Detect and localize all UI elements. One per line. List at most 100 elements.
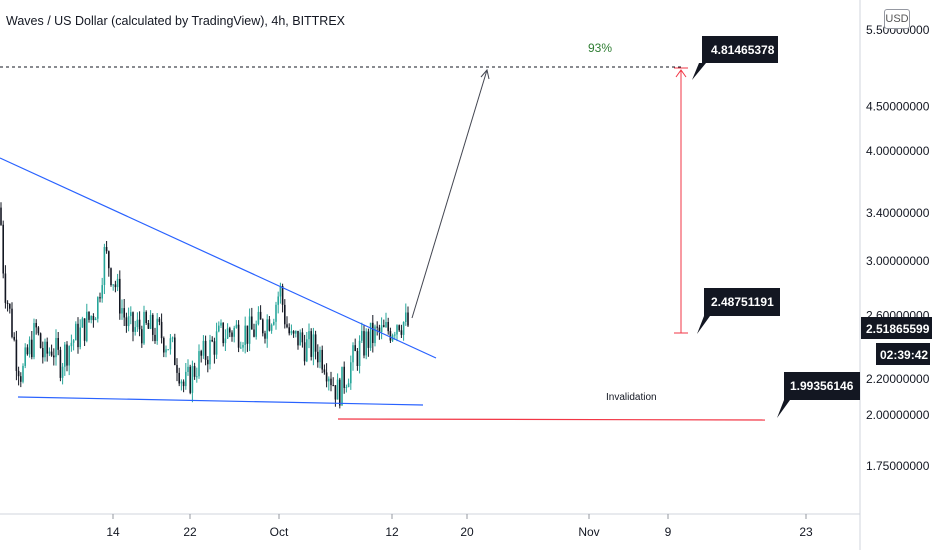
- candle-body: [354, 345, 356, 351]
- candle-body: [347, 383, 350, 387]
- candle-body: [251, 316, 253, 330]
- countdown-value: 02:39:42: [880, 348, 928, 362]
- x-tick-label: 9: [665, 525, 672, 539]
- candle-body: [281, 286, 284, 305]
- candle-body: [231, 332, 233, 337]
- candle-body: [237, 324, 240, 348]
- candle-body: [369, 322, 372, 348]
- candle-body: [145, 311, 147, 323]
- candle-body: [277, 296, 279, 305]
- candle-body: [220, 322, 222, 326]
- last-price-value: 2.51865599: [866, 322, 930, 336]
- candle-body: [112, 284, 114, 286]
- candle-body: [224, 338, 227, 344]
- candle-body: [149, 315, 152, 329]
- candle-body: [240, 347, 242, 349]
- target-callout[interactable]: 4.81465378: [692, 36, 778, 80]
- candle-body: [332, 385, 334, 387]
- candle-body: [273, 321, 275, 325]
- candle-body: [44, 341, 46, 358]
- candle-body: [31, 339, 33, 358]
- candle-body: [28, 339, 31, 355]
- projection-line: [411, 69, 488, 319]
- candle-body: [13, 336, 15, 340]
- candle-body: [361, 331, 363, 341]
- candle-body: [323, 369, 326, 373]
- candle-body: [92, 316, 95, 321]
- candle-body: [178, 372, 180, 384]
- candle-body: [187, 366, 189, 372]
- invalidation-callout-text: 1.99356146: [790, 379, 854, 393]
- candle-body: [116, 278, 119, 288]
- candle-body: [6, 302, 9, 304]
- candle-body: [132, 312, 134, 332]
- candle-body: [167, 349, 169, 351]
- y-tick-label: 2.00000000: [866, 408, 930, 422]
- y-tick-label: 3.40000000: [866, 206, 930, 220]
- candle-body: [138, 319, 141, 330]
- invalidation-line: [337, 418, 766, 421]
- candle-body: [83, 318, 86, 341]
- candle-body: [90, 316, 92, 320]
- candle-body: [114, 284, 117, 288]
- price-axis[interactable]: 5.50000000 4.50000000 4.00000000 3.40000000…: [866, 23, 930, 473]
- candle-body: [334, 385, 337, 400]
- projection-arrowhead: [480, 68, 490, 80]
- candle-body: [147, 323, 150, 329]
- candle-body: [383, 325, 385, 327]
- candle-body: [198, 351, 200, 377]
- candle-body: [290, 331, 293, 334]
- candle-body: [266, 319, 268, 339]
- y-tick-label: 3.00000000: [866, 254, 930, 268]
- candle-body: [242, 345, 244, 348]
- currency-button[interactable]: USD: [884, 9, 910, 29]
- candle-body: [121, 308, 123, 314]
- candle-body: [20, 376, 22, 382]
- candle-body: [367, 331, 370, 348]
- candle-body: [24, 347, 26, 366]
- candle-body: [321, 349, 323, 370]
- x-tick-label: 22: [183, 525, 197, 539]
- candle-body: [301, 332, 304, 343]
- candle-body: [279, 286, 282, 297]
- candle-body: [350, 362, 352, 384]
- candle-body: [297, 330, 299, 346]
- y-tick-label: 2.20000000: [866, 372, 930, 386]
- candle-body: [35, 323, 37, 328]
- candle-body: [352, 345, 354, 363]
- candle-body: [68, 346, 70, 366]
- drawings-layer: [0, 66, 766, 421]
- candle-body: [218, 325, 220, 332]
- candle-body: [405, 312, 407, 322]
- candle-body: [39, 333, 42, 348]
- candle-body: [160, 321, 163, 339]
- candle-body: [226, 328, 229, 339]
- candle-body: [341, 366, 343, 406]
- candle-body: [387, 322, 389, 332]
- candle-body: [15, 339, 18, 371]
- x-tick-label: 14: [106, 525, 120, 539]
- candle-body: [343, 366, 345, 388]
- candle-body: [246, 325, 249, 344]
- candle-body: [59, 349, 62, 378]
- candle-body: [189, 366, 191, 393]
- time-axis[interactable]: 14 22 Oct 12 20 Nov 9 23: [106, 514, 813, 539]
- candle-body: [380, 325, 383, 332]
- candle-body: [407, 312, 409, 326]
- candle-body: [207, 359, 209, 365]
- candle-body: [57, 338, 59, 350]
- candle-body: [134, 327, 136, 332]
- candle-body: [325, 372, 328, 382]
- candle-body: [284, 304, 286, 325]
- candle-body: [53, 355, 55, 358]
- candle-body: [253, 329, 255, 337]
- entry-callout[interactable]: 2.48751191: [697, 288, 780, 334]
- invalidation-callout[interactable]: 1.99356146: [777, 372, 860, 418]
- countdown-tag: 02:39:42: [876, 343, 930, 365]
- candlestick-series: [0, 202, 409, 409]
- support-trendline: [17, 396, 424, 406]
- candle-body: [317, 351, 319, 363]
- candle-body: [389, 331, 392, 341]
- x-tick-label: Oct: [270, 525, 289, 539]
